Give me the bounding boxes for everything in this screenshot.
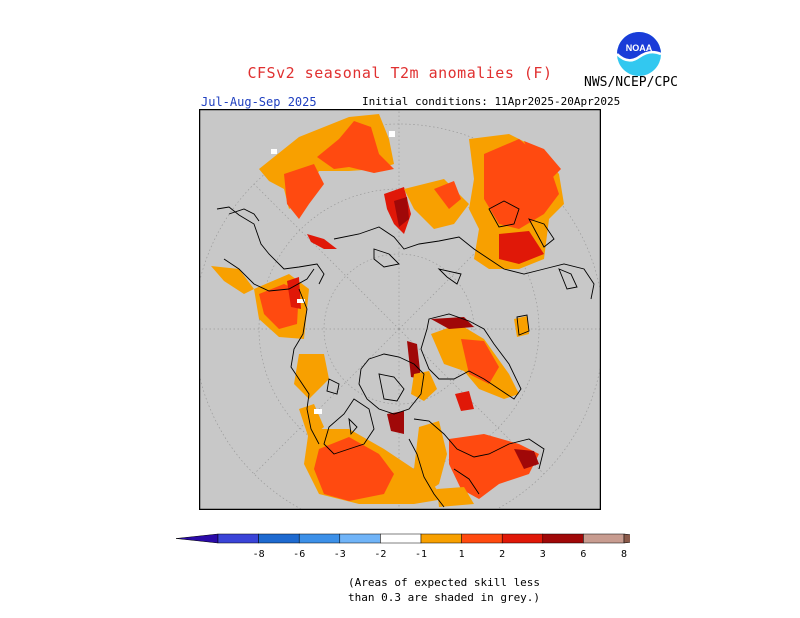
- legend-swatch: [542, 533, 584, 544]
- season-label: Jul-Aug-Sep 2025: [201, 95, 317, 109]
- anomaly-region-darkred: [455, 391, 474, 411]
- anomaly-region-orange: [211, 266, 254, 294]
- legend-label: 1: [459, 549, 465, 560]
- anomaly-region-red: [314, 437, 394, 501]
- legend-swatch: [339, 533, 381, 544]
- anomaly-region-red: [284, 164, 324, 219]
- legend-label: -2: [374, 549, 386, 560]
- legend-label: 6: [580, 549, 586, 560]
- legend-arrow-high: [623, 533, 630, 544]
- anomaly-region-crimson: [431, 317, 474, 329]
- legend-label: 8: [621, 549, 627, 560]
- legend-swatch: [501, 533, 544, 544]
- legend-label: 2: [499, 549, 505, 560]
- agency-label: NWS/NCEP/CPC: [584, 75, 678, 90]
- noaa-logo-text: NOAA: [626, 43, 653, 53]
- anomaly-region-darkred: [499, 231, 544, 264]
- anomaly-region-orange: [411, 371, 437, 401]
- map-frame: [199, 109, 601, 510]
- anomaly-region-darkred: [307, 234, 337, 249]
- anomaly-region-red: [461, 339, 499, 384]
- anomaly-region-crimson: [387, 411, 404, 434]
- anomaly-region-red: [434, 181, 461, 209]
- coastlines: [216, 200, 595, 508]
- anomaly-region-crimson: [394, 197, 409, 227]
- legend-swatch: [380, 533, 422, 544]
- legend-arrow-low: [175, 533, 219, 544]
- noaa-logo: NOAA: [616, 32, 662, 76]
- no-data-spots: [271, 131, 395, 414]
- map-title: CFSv2 seasonal T2m anomalies (F): [247, 64, 553, 82]
- legend-swatches: [175, 533, 630, 544]
- anomaly-region-red: [317, 121, 394, 173]
- legend-label: -8: [253, 549, 265, 560]
- legend-label: -3: [334, 549, 346, 560]
- legend-label: -1: [415, 549, 427, 560]
- initial-conditions-label: Initial conditions: 11Apr2025-20Apr2025: [362, 95, 621, 108]
- legend-swatch: [420, 533, 462, 544]
- legend-swatch: [298, 533, 341, 544]
- anomaly-map: [199, 109, 601, 510]
- anomaly-region-red: [259, 284, 299, 329]
- anomaly-region-crimson: [407, 341, 421, 379]
- anomaly-region-orange: [414, 421, 447, 494]
- anomaly-region-crimson: [514, 449, 539, 469]
- anomaly-region-orange: [294, 354, 329, 399]
- anomaly-region-orange: [437, 487, 474, 507]
- color-legend: -8 -6 -3 -2 -1 1 2 3 6 8: [175, 533, 630, 560]
- legend-label: 3: [540, 549, 546, 560]
- legend-label: -6: [293, 549, 305, 560]
- anomaly-region-red: [524, 141, 561, 179]
- anomaly-regions: [211, 114, 564, 507]
- footnote-line-1: (Areas of expected skill less: [348, 576, 541, 589]
- legend-swatch: [258, 533, 300, 544]
- legend-swatch: [217, 533, 259, 544]
- legend-swatch: [461, 533, 503, 544]
- footnote-line-2: than 0.3 are shaded in grey.): [348, 591, 541, 604]
- legend-labels: -8 -6 -3 -2 -1 1 2 3 6 8: [253, 549, 627, 560]
- legend-swatch: [583, 533, 625, 544]
